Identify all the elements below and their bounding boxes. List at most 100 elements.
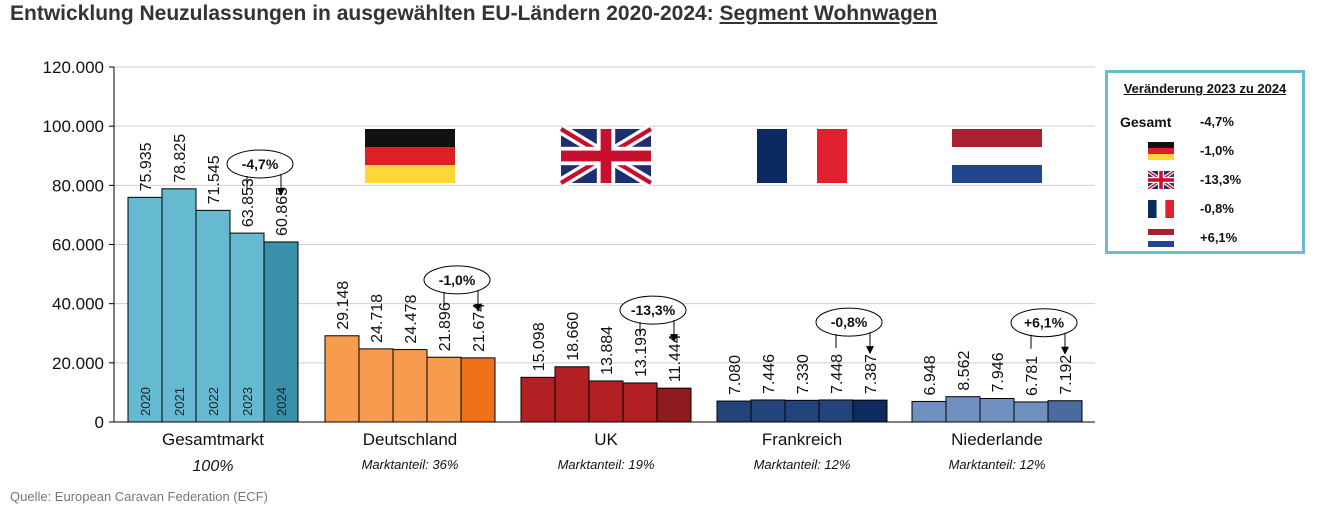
- bar-value-label: 60.865: [274, 187, 291, 236]
- y-tick-label: 120.000: [43, 58, 104, 77]
- change-bubble: [815, 307, 883, 337]
- flag-de-red: [1148, 148, 1174, 154]
- category-label: Frankreich: [762, 430, 842, 449]
- bar-nl-2020: [911, 400, 947, 423]
- bar-group-de: 29.148 24.718 24.478 21.896 21.674 Deutschlan…: [324, 129, 496, 472]
- bar-value-label: 7.192: [1058, 355, 1075, 395]
- bar-uk-2024: [656, 387, 692, 423]
- legend-flag: [1148, 229, 1174, 247]
- bar-value-label: 11.444: [667, 334, 684, 382]
- flag-de-red: [365, 147, 455, 165]
- legend-row-label: Gesamt: [1120, 114, 1172, 130]
- category-sublabel: Marktanteil: 12%: [949, 457, 1046, 472]
- bar-year-label: 2024: [274, 387, 289, 416]
- legend-flag: [1148, 142, 1174, 160]
- bar-value-label: 24.718: [369, 294, 386, 343]
- flag-uk-cross-red: [1148, 178, 1174, 182]
- category-sublabel: 100%: [193, 458, 234, 475]
- bar-nl-2023: [1013, 401, 1049, 423]
- bar-nl-2024: [1047, 400, 1083, 423]
- legend-row: Gesamt -4,7%: [1108, 111, 1302, 133]
- y-tick-label: 100.000: [43, 117, 104, 136]
- legend-row: +6,1%: [1108, 227, 1302, 249]
- bar-value-label: 29.148: [335, 281, 352, 330]
- flag-nl-icon: [1148, 229, 1174, 247]
- legend-flag: [1148, 200, 1174, 218]
- change-arrow-head: [474, 303, 482, 312]
- legend-row-value: -1,0%: [1200, 143, 1234, 158]
- change-arrow-head: [277, 187, 285, 196]
- legend-row-value: -4,7%: [1200, 114, 1234, 129]
- flag-de-icon: [365, 129, 455, 183]
- category-label: UK: [594, 430, 618, 449]
- bar-year-label: 2020: [138, 387, 153, 416]
- legend-row-value: +6,1%: [1200, 230, 1238, 245]
- bar-fr-2023: [818, 399, 854, 423]
- bar-gesamt-2023: [229, 232, 265, 423]
- flag-uk-icon: [1148, 171, 1174, 189]
- bar-gesamt-2024: [263, 241, 299, 423]
- bar-uk-2021: [554, 366, 590, 423]
- flag-fr-red: [817, 129, 847, 183]
- bar-de-2023: [426, 356, 462, 423]
- bar-group-gesamt: 75.935 2020 78.825 2021 71.545 2022 63.853 2023…: [127, 134, 299, 475]
- flag-de-gold: [1148, 154, 1174, 160]
- flag-fr-white: [787, 129, 817, 183]
- bar-nl-2022: [979, 397, 1015, 423]
- bar-nl-2021: [945, 396, 981, 423]
- flag-fr-blue: [757, 129, 787, 183]
- bar-fr-2021: [750, 399, 786, 423]
- y-tick-label: 60.000: [52, 236, 104, 255]
- bar-value-label: 7.387: [863, 354, 880, 394]
- bar-de-2021: [358, 348, 394, 423]
- change-bubble-label: -4,7%: [242, 156, 279, 172]
- bar-value-label: 15.098: [531, 322, 548, 371]
- title-segment: Segment Wohnwagen: [719, 2, 938, 25]
- bar-value-label: 13.193: [633, 328, 650, 377]
- bar-fr-2020: [716, 400, 752, 423]
- bar-de-2020: [324, 335, 360, 423]
- category-sublabel: Marktanteil: 12%: [754, 457, 851, 472]
- bar-value-label: 7.446: [761, 354, 778, 394]
- source-note: Quelle: European Caravan Federation (ECF…: [10, 489, 268, 504]
- flag-nl-red: [1148, 229, 1174, 235]
- category-label: Niederlande: [951, 430, 1043, 449]
- bar-value-label: 24.478: [403, 295, 420, 344]
- legend-row-value: -0,8%: [1200, 201, 1234, 216]
- bar-fr-2024: [852, 399, 888, 423]
- flag-fr-icon: [1148, 200, 1174, 218]
- bar-value-label: 6.948: [922, 355, 939, 395]
- bar-group-fr: 7.080 7.446 7.330 7.448 7.387 Frankreich Markt…: [716, 129, 888, 472]
- change-arrow-head: [866, 346, 874, 355]
- flag-fr-blue: [1148, 200, 1157, 218]
- bar-year-label: 2021: [172, 387, 187, 416]
- bar-year-label: 2022: [206, 387, 221, 416]
- flag-fr-icon: [757, 129, 847, 183]
- change-bubble-label: -1,0%: [439, 272, 476, 288]
- bar-value-label: 63.853: [240, 178, 257, 227]
- change-bubble: [423, 265, 491, 295]
- flag-nl-blue: [1148, 241, 1174, 247]
- bar-value-label: 7.080: [727, 355, 744, 395]
- flag-nl-red: [952, 129, 1042, 147]
- y-tick-label: 40.000: [52, 295, 104, 314]
- category-label: Deutschland: [363, 430, 458, 449]
- change-bubble: [619, 295, 687, 325]
- flag-nl-icon: [952, 129, 1042, 183]
- bar-de-2024: [460, 357, 496, 423]
- category-sublabel: Marktanteil: 36%: [362, 457, 459, 472]
- legend-row: -13,3%: [1108, 169, 1302, 191]
- bar-value-label: 21.674: [471, 303, 488, 352]
- legend-title: Veränderung 2023 zu 2024: [1123, 81, 1287, 96]
- y-tick-label: 0: [95, 413, 104, 432]
- flag-uk-icon: [558, 124, 654, 188]
- bar-year-label: 2023: [240, 387, 255, 416]
- bar-value-label: 6.781: [1024, 356, 1041, 396]
- bar-fr-2022: [784, 399, 820, 423]
- bar-group-nl: 6.948 8.562 7.946 6.781 7.192 Niederlande Mark…: [911, 129, 1083, 472]
- change-arrow-head: [670, 334, 678, 343]
- change-bubble-label: -13,3%: [631, 302, 676, 318]
- y-tick-label: 80.000: [52, 176, 104, 195]
- bar-uk-2023: [622, 382, 658, 423]
- flag-de-black: [365, 129, 455, 147]
